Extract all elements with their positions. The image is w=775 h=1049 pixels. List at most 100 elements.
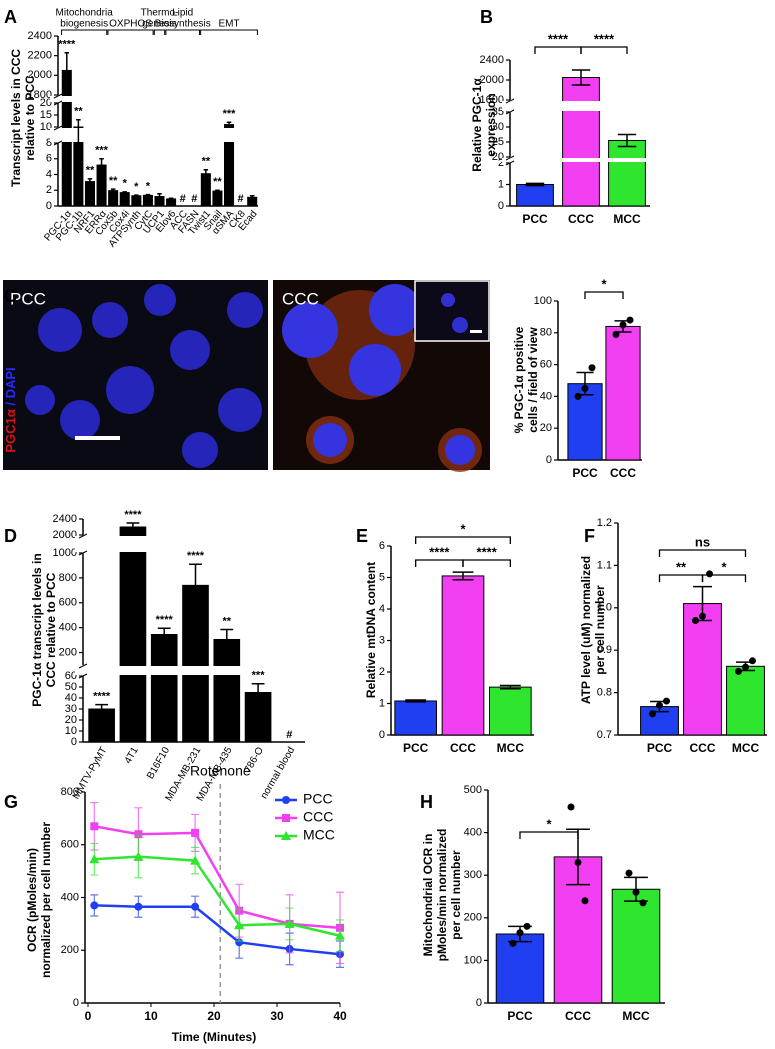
x-tick-label: CCC — [450, 741, 476, 755]
data-point — [742, 663, 749, 671]
y-tick-label: 600 — [59, 597, 77, 609]
y-tick-label: 2400 — [28, 30, 52, 42]
significance-bracket — [580, 46, 628, 54]
error-bar — [64, 51, 70, 89]
x-tick-label: CCC — [565, 1009, 591, 1023]
error-bar — [226, 121, 232, 128]
significance-label: **** — [58, 39, 76, 51]
x-tick-label: 0 — [85, 1009, 92, 1023]
significance-label: * — [601, 276, 607, 291]
significance-label: **** — [548, 31, 569, 46]
significance-bracket — [415, 559, 464, 567]
bar — [200, 173, 211, 207]
panel-letter: B — [480, 7, 493, 27]
y-tick-label: 30 — [492, 121, 504, 133]
y-tick-label: 20 — [65, 714, 77, 726]
stain-label: PGC1α / DAPI — [3, 367, 18, 452]
y-tick-label: 1.1 — [597, 559, 612, 571]
y-axis-label: CCC relative to PCC — [44, 572, 58, 687]
stain-blue: / DAPI — [3, 367, 18, 409]
marker — [235, 938, 244, 947]
error-bar — [157, 193, 162, 201]
significance-label: * — [721, 559, 727, 574]
data-point — [749, 657, 756, 665]
significance-label: ns — [695, 534, 710, 549]
error-bar — [145, 193, 151, 197]
micrographs: PCC CCC PGC1α / DAPI — [3, 280, 490, 472]
bar — [119, 192, 130, 207]
bar — [88, 708, 115, 743]
y-axis-label: expression — [484, 93, 498, 156]
error-bar — [110, 188, 116, 193]
y-tick-label: 2000 — [28, 69, 52, 81]
y-tick-label: 8 — [46, 137, 52, 149]
significance-bracket — [519, 831, 579, 839]
marker — [134, 902, 143, 911]
error-bar — [405, 699, 427, 703]
x-tick-label: PCC — [647, 741, 673, 755]
y-tick-label: 35 — [492, 106, 504, 118]
legend-marker — [282, 814, 290, 822]
x-tick-label: normal blood — [259, 745, 297, 801]
bar — [489, 686, 532, 736]
data-point — [656, 701, 663, 709]
y-tick-label: 2400 — [480, 54, 504, 66]
y-axis-label: % PGC-1α positive — [512, 326, 526, 433]
y-tick-label: 400 — [61, 891, 79, 903]
panel-letter: F — [584, 526, 595, 546]
significance-label: *** — [252, 670, 266, 682]
y-axis-label: Relative mtDNA content — [364, 562, 378, 698]
data-point — [516, 929, 524, 937]
y-axis-label: pMoles/min normalized — [435, 829, 449, 962]
error-bar — [99, 158, 104, 173]
significance-label: **** — [124, 509, 142, 521]
x-tick-label: 4T1 — [123, 745, 141, 766]
significance-label: * — [123, 178, 128, 190]
data-point — [581, 384, 589, 392]
y-tick-label: 200 — [464, 912, 482, 924]
data-point — [692, 617, 699, 625]
y-tick-label: 0.7 — [597, 729, 612, 741]
significance-label: ** — [202, 156, 211, 168]
data-point — [581, 897, 589, 905]
group-bracket — [153, 29, 166, 35]
marker — [191, 902, 200, 911]
y-tick-label: 6 — [379, 540, 385, 552]
annotation-label: Rotenone — [190, 763, 251, 779]
panel-letter: G — [4, 792, 18, 812]
x-axis-label: Time (Minutes) — [172, 1030, 256, 1044]
y-tick-label: 2400 — [53, 513, 77, 525]
y-tick-label: 10 — [65, 725, 77, 737]
y-tick-label: 2 — [46, 184, 52, 196]
data-point — [509, 939, 517, 947]
x-tick-label: PCC — [572, 466, 598, 480]
y-tick-label: 0.9 — [597, 644, 612, 656]
error-bar — [87, 178, 93, 186]
legend-marker — [282, 796, 290, 804]
x-tick-label: CCC — [568, 212, 594, 226]
significance-label: *** — [95, 145, 109, 157]
error-bar — [126, 522, 140, 532]
axis-break-mark — [505, 155, 515, 166]
y-axis-label: PGC-1α transcript levels in — [30, 553, 44, 706]
data-point — [588, 364, 596, 372]
panel-letter: A — [4, 7, 17, 27]
bar — [212, 190, 223, 207]
bar — [131, 195, 142, 207]
axis-break-mark — [505, 98, 515, 115]
x-tick-label: CCC — [690, 741, 716, 755]
group-bracket — [165, 29, 200, 35]
significance-bracket — [462, 559, 511, 567]
y-axis-label: OCR (pMoles/min) — [25, 848, 39, 952]
significance-label: # — [238, 193, 244, 205]
y-tick-label: 2000 — [480, 74, 504, 86]
significance-bracket — [658, 574, 704, 582]
y-tick-label: 1600 — [480, 94, 504, 106]
group-label: Thermo- — [141, 8, 179, 19]
y-tick-label: 500 — [464, 784, 482, 796]
significance-label: ** — [109, 175, 118, 187]
y-axis-label: ATP level (uM) normalized — [579, 556, 593, 704]
x-tick-label: 10 — [144, 1009, 158, 1023]
group-label: Lipid — [172, 8, 193, 19]
